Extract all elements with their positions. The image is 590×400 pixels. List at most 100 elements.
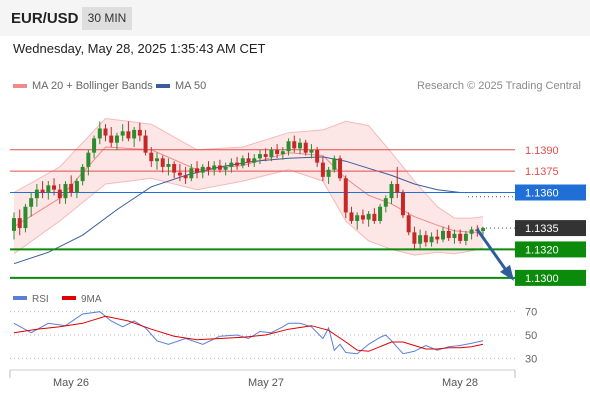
candle-body bbox=[332, 158, 337, 170]
level-badge-1.1320 bbox=[515, 241, 586, 258]
candle-body bbox=[400, 192, 405, 216]
level-label-1.1335: 1.1335 bbox=[525, 223, 559, 235]
candle-body bbox=[34, 189, 39, 199]
candle-body bbox=[469, 229, 474, 234]
candle-body bbox=[463, 233, 468, 241]
candle-body bbox=[189, 168, 194, 179]
time-label-2: May 28 bbox=[442, 377, 478, 389]
candle-body bbox=[269, 149, 274, 157]
rsi-tick-70: 70 bbox=[525, 307, 537, 319]
candle-body bbox=[223, 166, 228, 170]
candle-body bbox=[143, 135, 148, 153]
candle-body bbox=[383, 198, 388, 207]
candle-body bbox=[80, 166, 85, 182]
rsi-ma-legend-swatch bbox=[62, 296, 76, 300]
candle-body bbox=[252, 158, 257, 163]
rsi-panel: RSI 9MA 70 50 30 bbox=[10, 294, 537, 365]
candle-body bbox=[74, 181, 79, 193]
candle-body bbox=[132, 129, 137, 139]
time-label-0: May 26 bbox=[53, 377, 89, 389]
candle-body bbox=[355, 215, 360, 221]
candle-body bbox=[378, 206, 383, 221]
rsi-ma-legend-label: 9MA bbox=[81, 294, 102, 305]
timestamp: Wednesday, May 28, 2025 1:35:43 AM CET bbox=[13, 41, 266, 56]
header-bar: EUR/USD 30 MIN bbox=[0, 0, 590, 36]
candle-body bbox=[12, 218, 16, 231]
candle-body bbox=[40, 189, 45, 193]
candle-body bbox=[217, 165, 222, 170]
forecast-arrow-head bbox=[500, 264, 514, 281]
candle-body bbox=[69, 183, 74, 193]
candle-body bbox=[263, 154, 268, 157]
candle-body bbox=[366, 213, 371, 220]
candle-body bbox=[452, 233, 457, 239]
candle-body bbox=[372, 213, 377, 221]
candle-body bbox=[286, 141, 291, 152]
candle-body bbox=[418, 235, 423, 244]
candle-body bbox=[320, 162, 325, 177]
rsi-series-9ma bbox=[13, 315, 484, 352]
candle-body bbox=[126, 131, 131, 139]
rsi-tick-50: 50 bbox=[525, 330, 537, 342]
candle-body bbox=[240, 158, 245, 166]
candle-body bbox=[206, 166, 211, 170]
candle-body bbox=[46, 185, 51, 193]
candle-body bbox=[235, 162, 240, 166]
bollinger-band-fill bbox=[14, 118, 483, 256]
candle-body bbox=[229, 162, 234, 167]
candle-body bbox=[406, 215, 411, 233]
candle-body bbox=[114, 135, 119, 143]
level-badge-1.1300 bbox=[515, 269, 586, 286]
candle-body bbox=[166, 164, 171, 167]
candle-body bbox=[120, 131, 125, 136]
candle-body bbox=[149, 152, 154, 162]
candle-body bbox=[326, 169, 331, 177]
rsi-series-rsi bbox=[13, 311, 484, 355]
level-label-1.1375: 1.1375 bbox=[525, 166, 559, 178]
legend-ma50-label: MA 50 bbox=[175, 80, 207, 92]
candle-body bbox=[446, 230, 451, 239]
candle-body bbox=[292, 141, 297, 149]
candle-body bbox=[246, 158, 251, 163]
candle-body bbox=[309, 149, 314, 153]
level-badge-1.1335 bbox=[515, 220, 586, 237]
candle-body bbox=[298, 142, 302, 149]
legend-ma50: MA 50 bbox=[156, 80, 206, 92]
candle-body bbox=[389, 183, 394, 199]
candle-body bbox=[177, 172, 182, 176]
candle-body bbox=[183, 175, 188, 179]
bollinger-lower-line bbox=[13, 169, 484, 256]
credit-text: Research © 2025 Trading Central bbox=[416, 80, 581, 92]
candle-body bbox=[395, 183, 400, 193]
forecast-arrow-shaft bbox=[475, 228, 510, 274]
candle-body bbox=[435, 236, 440, 240]
candle-body bbox=[360, 215, 365, 220]
candle-body bbox=[52, 185, 57, 190]
candle-body bbox=[109, 135, 114, 143]
candle-body bbox=[423, 235, 428, 243]
time-axis: May 26 May 27 May 28 bbox=[9, 369, 516, 389]
level-label-1.1390: 1.1390 bbox=[525, 145, 559, 157]
level-badge-1.1360 bbox=[515, 184, 586, 201]
candle-body bbox=[200, 166, 205, 173]
level-label-1.1360: 1.1360 bbox=[525, 188, 559, 200]
candle-body bbox=[155, 158, 159, 162]
candle-body bbox=[315, 149, 320, 163]
rsi-tick-30: 30 bbox=[525, 353, 537, 365]
rsi-legend-label: RSI bbox=[32, 294, 49, 305]
candle-body bbox=[137, 129, 142, 136]
candle-body bbox=[160, 158, 165, 167]
time-label-1: May 27 bbox=[248, 377, 284, 389]
candle-body bbox=[441, 230, 445, 240]
candle-body bbox=[172, 164, 177, 173]
interval-button[interactable]: 30 MIN bbox=[82, 7, 132, 30]
symbol-label: EUR/USD bbox=[11, 10, 79, 27]
rsi-legend-swatch bbox=[13, 296, 27, 300]
candle-body bbox=[481, 228, 486, 231]
candle-body bbox=[86, 152, 91, 167]
candle-body bbox=[275, 149, 280, 155]
candle-body bbox=[280, 151, 285, 155]
candle-body bbox=[23, 206, 28, 229]
candle-body bbox=[429, 236, 434, 243]
